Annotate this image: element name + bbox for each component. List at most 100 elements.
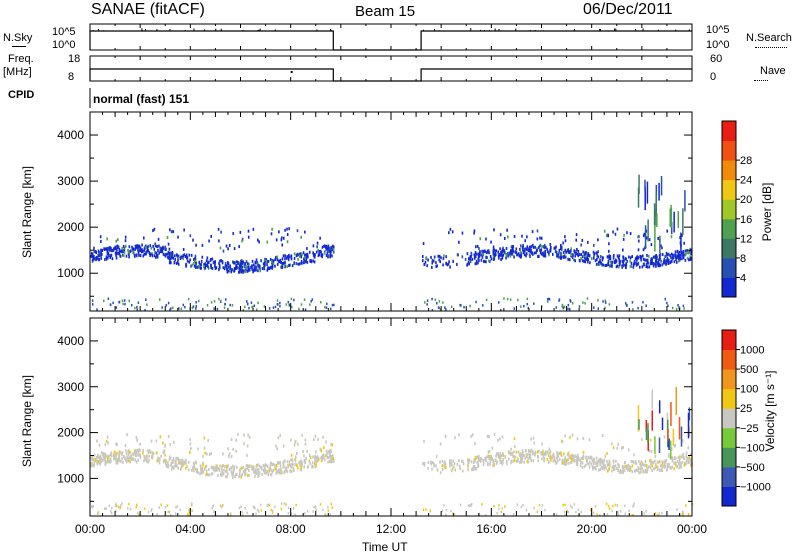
echo-cell bbox=[288, 227, 290, 231]
echo-cell bbox=[623, 469, 626, 473]
near-range-cell bbox=[172, 306, 174, 310]
near-range-cell bbox=[608, 303, 611, 306]
echo-cell bbox=[201, 243, 204, 247]
echo-cell bbox=[512, 454, 514, 458]
near-range-cell bbox=[616, 504, 619, 507]
near-range-cell bbox=[210, 301, 213, 304]
near-range-cell bbox=[144, 308, 146, 312]
station-title: SANAE (fitACF) bbox=[91, 1, 205, 18]
echo-cell bbox=[114, 251, 117, 255]
echo-cell bbox=[91, 254, 94, 258]
echo-cell bbox=[481, 249, 483, 253]
echo-cell bbox=[235, 473, 237, 477]
echo-cell bbox=[142, 254, 145, 258]
streak-cell bbox=[684, 190, 686, 212]
echo-cell bbox=[195, 261, 197, 265]
echo-cell bbox=[502, 253, 504, 257]
echo-cell bbox=[283, 470, 286, 474]
echo-cell bbox=[203, 265, 205, 269]
echo-cell bbox=[103, 257, 106, 261]
echo-cell bbox=[671, 259, 673, 263]
echo-cell bbox=[479, 456, 482, 460]
near-range-cell bbox=[685, 504, 687, 507]
echo-cell bbox=[94, 257, 96, 261]
echo-cell bbox=[584, 463, 587, 467]
power-colorbar-tick-label: 28 bbox=[740, 155, 752, 167]
echo-cell bbox=[471, 257, 474, 261]
echo-cell bbox=[285, 469, 287, 473]
echo-cell bbox=[299, 459, 302, 463]
echo-cell bbox=[198, 260, 201, 264]
echo-cell bbox=[531, 251, 534, 255]
echo-cell bbox=[192, 461, 195, 465]
echo-cell bbox=[291, 264, 294, 268]
echo-cell bbox=[266, 470, 269, 474]
echo-cell bbox=[236, 465, 238, 469]
near-range-cell bbox=[333, 303, 335, 307]
echo-cell bbox=[127, 456, 130, 460]
near-range-cell bbox=[229, 303, 231, 307]
echo-cell bbox=[617, 469, 619, 473]
echo-cell bbox=[248, 435, 251, 439]
near-range-cell bbox=[280, 507, 283, 511]
echo-cell bbox=[321, 253, 324, 257]
echo-cell bbox=[258, 264, 261, 268]
echo-cell bbox=[473, 255, 476, 259]
echo-cell bbox=[191, 469, 193, 473]
near-range-cell bbox=[242, 308, 245, 312]
echo-cell bbox=[106, 454, 108, 458]
echo-cell bbox=[211, 472, 213, 476]
echo-cell bbox=[646, 260, 649, 264]
echo-cell bbox=[608, 242, 610, 246]
echo-cell bbox=[221, 464, 223, 468]
echo-cell bbox=[203, 263, 205, 267]
echo-cell bbox=[241, 237, 244, 241]
echo-cell bbox=[107, 256, 109, 260]
echo-cell bbox=[193, 466, 196, 470]
echo-cell bbox=[127, 248, 129, 252]
near-range-cell bbox=[498, 504, 500, 507]
near-range-cell bbox=[324, 513, 327, 517]
echo-cell bbox=[301, 462, 303, 466]
echo-cell bbox=[650, 259, 652, 263]
echo-cell bbox=[106, 237, 108, 241]
echo-cell bbox=[629, 256, 632, 260]
echo-cell bbox=[448, 461, 451, 465]
near-range-cell bbox=[422, 508, 425, 512]
echo-cell bbox=[611, 465, 614, 469]
echo-cell bbox=[280, 261, 282, 265]
echo-cell bbox=[661, 253, 664, 257]
echo-cell bbox=[209, 258, 212, 262]
echo-cell bbox=[503, 251, 506, 255]
echo-cell bbox=[175, 456, 178, 460]
near-range-cell bbox=[145, 298, 147, 301]
panel-frame bbox=[89, 317, 693, 517]
echo-cell bbox=[133, 253, 136, 257]
echo-cell bbox=[121, 246, 123, 250]
echo-cell bbox=[165, 464, 168, 468]
echo-cell bbox=[592, 459, 595, 463]
echo-cell bbox=[593, 460, 596, 464]
echo-cell bbox=[494, 253, 497, 257]
echo-cell bbox=[298, 262, 301, 266]
echo-cell bbox=[171, 250, 174, 254]
near-range-cell bbox=[631, 513, 634, 517]
near-range-cell bbox=[190, 503, 193, 507]
echo-cell bbox=[104, 443, 107, 447]
echo-cell bbox=[505, 253, 508, 257]
echo-cell bbox=[466, 252, 469, 256]
echo-cell bbox=[633, 453, 635, 457]
echo-cell bbox=[97, 459, 100, 463]
echo-cell bbox=[602, 460, 605, 464]
echo-cell bbox=[675, 258, 677, 262]
echo-cell bbox=[659, 464, 662, 468]
echo-cell bbox=[212, 468, 215, 472]
echo-cell bbox=[571, 453, 574, 457]
echo-cell bbox=[536, 450, 539, 454]
echo-cell bbox=[94, 250, 97, 254]
echo-cell bbox=[690, 252, 692, 256]
near-range-cell bbox=[123, 299, 126, 302]
echo-cell bbox=[154, 251, 156, 255]
echo-cell bbox=[674, 250, 677, 254]
echo-cell bbox=[623, 258, 625, 262]
